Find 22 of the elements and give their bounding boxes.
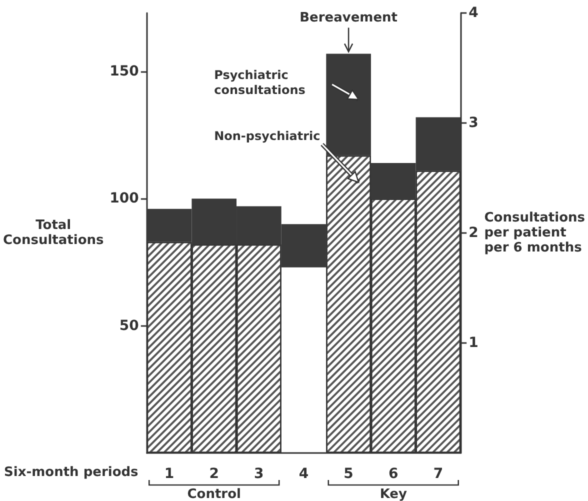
y2-tick-label: 3 [468,115,478,131]
y2-axis-title: Consultations per patient per 6 months [484,210,586,256]
x-tick-label: 2 [209,466,219,482]
x-tick-label: 3 [254,466,264,482]
series-label: Psychiatric consultations [214,68,306,97]
annotation: Bereavement [300,10,398,26]
x-tick-label: 5 [344,466,354,482]
x-tick-label: 7 [433,466,444,482]
x-tick-label: 4 [298,466,309,482]
x-tick-label: 6 [388,466,398,482]
y-tick-label: 150 [110,63,140,80]
x-axis-title: Six-month periods [4,465,139,480]
y-axis-title: Total Consultations [2,218,104,248]
y-tick-label: 50 [119,318,140,334]
text: Control [187,487,241,501]
y2-tick-label: 2 [468,225,478,241]
y2-tick-label: 4 [468,5,479,21]
y2-tick-label: 1 [468,335,478,351]
text: Key [380,487,408,501]
x-tick-label: 1 [164,466,174,482]
y-tick-label: 100 [110,190,140,207]
series-label: Non-psychiatric [214,128,320,143]
